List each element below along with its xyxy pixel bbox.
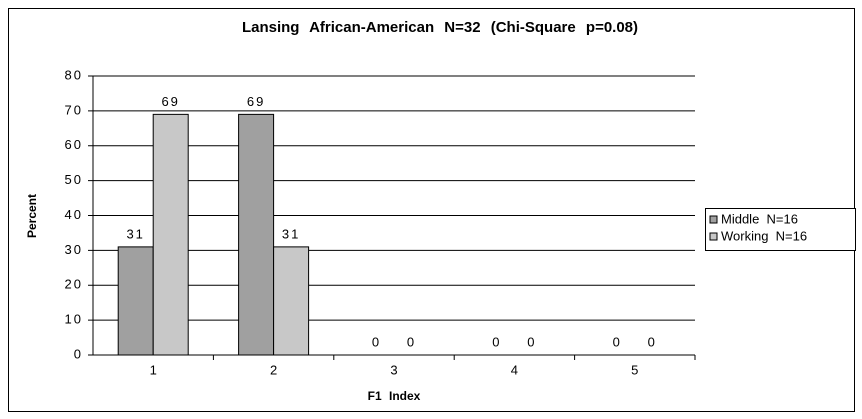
legend-label: Middle N=16 [721,211,798,226]
legend-swatch [709,215,718,224]
bar [238,113,275,356]
data-label: 31 [282,226,300,241]
data-label: 0 [527,334,536,349]
x-axis-title: F1 Index [368,389,421,403]
data-label: 31 [126,226,144,241]
bar [117,246,154,356]
y-tick-label: 50 [65,172,83,187]
legend-label: Working N=16 [721,228,807,243]
y-tick-label: 60 [65,137,83,152]
legend-swatch [709,232,718,241]
chart-title: Lansing African-American N=32 (Chi-Squar… [242,19,638,36]
data-label: 69 [247,94,265,109]
data-label: 0 [372,334,381,349]
y-axis-title: Percent [25,194,39,238]
bar [273,246,310,356]
data-label: 0 [492,334,501,349]
data-label: 69 [161,94,179,109]
legend-box [705,208,856,251]
x-tick-label: 3 [390,362,397,377]
x-tick-label: 1 [150,362,157,377]
data-label: 0 [407,334,416,349]
x-tick-label: 4 [511,362,518,377]
y-tick-label: 80 [65,67,83,82]
y-tick-label: 20 [65,277,83,292]
bar [152,113,189,356]
x-tick-label: 5 [631,362,638,377]
y-tick-label: 10 [65,312,83,327]
data-label: 0 [648,334,657,349]
y-tick-label: 30 [65,242,83,257]
y-tick-label: 70 [65,102,83,117]
y-tick-label: 0 [74,346,83,361]
x-tick-label: 2 [270,362,277,377]
y-tick-label: 40 [65,207,83,222]
data-label: 0 [613,334,622,349]
